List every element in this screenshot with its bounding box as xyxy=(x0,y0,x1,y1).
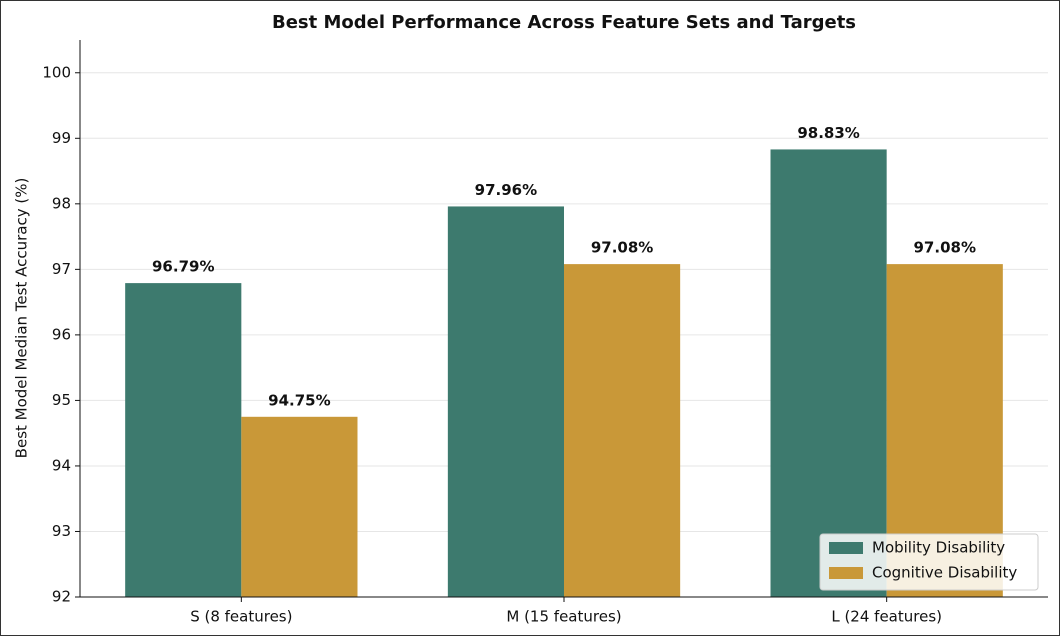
y-tick-label: 93 xyxy=(52,522,71,540)
x-tick-label: M (15 features) xyxy=(506,608,621,626)
value-label: 97.96% xyxy=(475,181,537,199)
bars: 96.79% 94.75% 97.96% 97.08% 98.83% 97.08% xyxy=(125,124,1003,597)
legend-swatch xyxy=(829,542,863,554)
legend-swatch xyxy=(829,567,863,579)
y-tick-label: 97 xyxy=(52,260,71,278)
value-label: 97.08% xyxy=(591,239,653,257)
y-tick-label: 92 xyxy=(52,588,71,606)
y-tick-label: 94 xyxy=(52,456,71,474)
y-tick-label: 99 xyxy=(52,129,71,147)
y-tick-label: 95 xyxy=(52,391,71,409)
x-tick-label: L (24 features) xyxy=(831,608,942,626)
bar xyxy=(241,416,358,597)
y-tick-label: 98 xyxy=(52,194,71,212)
y-tick-label: 100 xyxy=(42,63,71,81)
value-label: 96.79% xyxy=(152,258,214,276)
value-label: 94.75% xyxy=(268,391,330,409)
bar xyxy=(770,149,887,597)
axes: 92 93 94 95 96 97 98 99 100 S (8 features) M (15 f… xyxy=(42,40,1048,626)
bar xyxy=(447,206,564,597)
legend-label: Mobility Disability xyxy=(872,539,1005,557)
chart-title: Best Model Performance Across Feature Se… xyxy=(272,12,856,33)
bar xyxy=(564,264,681,597)
value-label: 98.83% xyxy=(797,124,859,142)
x-tick-label: S (8 features) xyxy=(190,608,292,626)
legend-box xyxy=(819,533,1039,591)
legend-label: Cognitive Disability xyxy=(872,564,1017,582)
y-tick-label: 96 xyxy=(52,325,71,343)
bar xyxy=(125,283,242,597)
y-axis-label: Best Model Median Test Accuracy (%) xyxy=(13,178,31,459)
value-label: 97.08% xyxy=(914,239,976,257)
